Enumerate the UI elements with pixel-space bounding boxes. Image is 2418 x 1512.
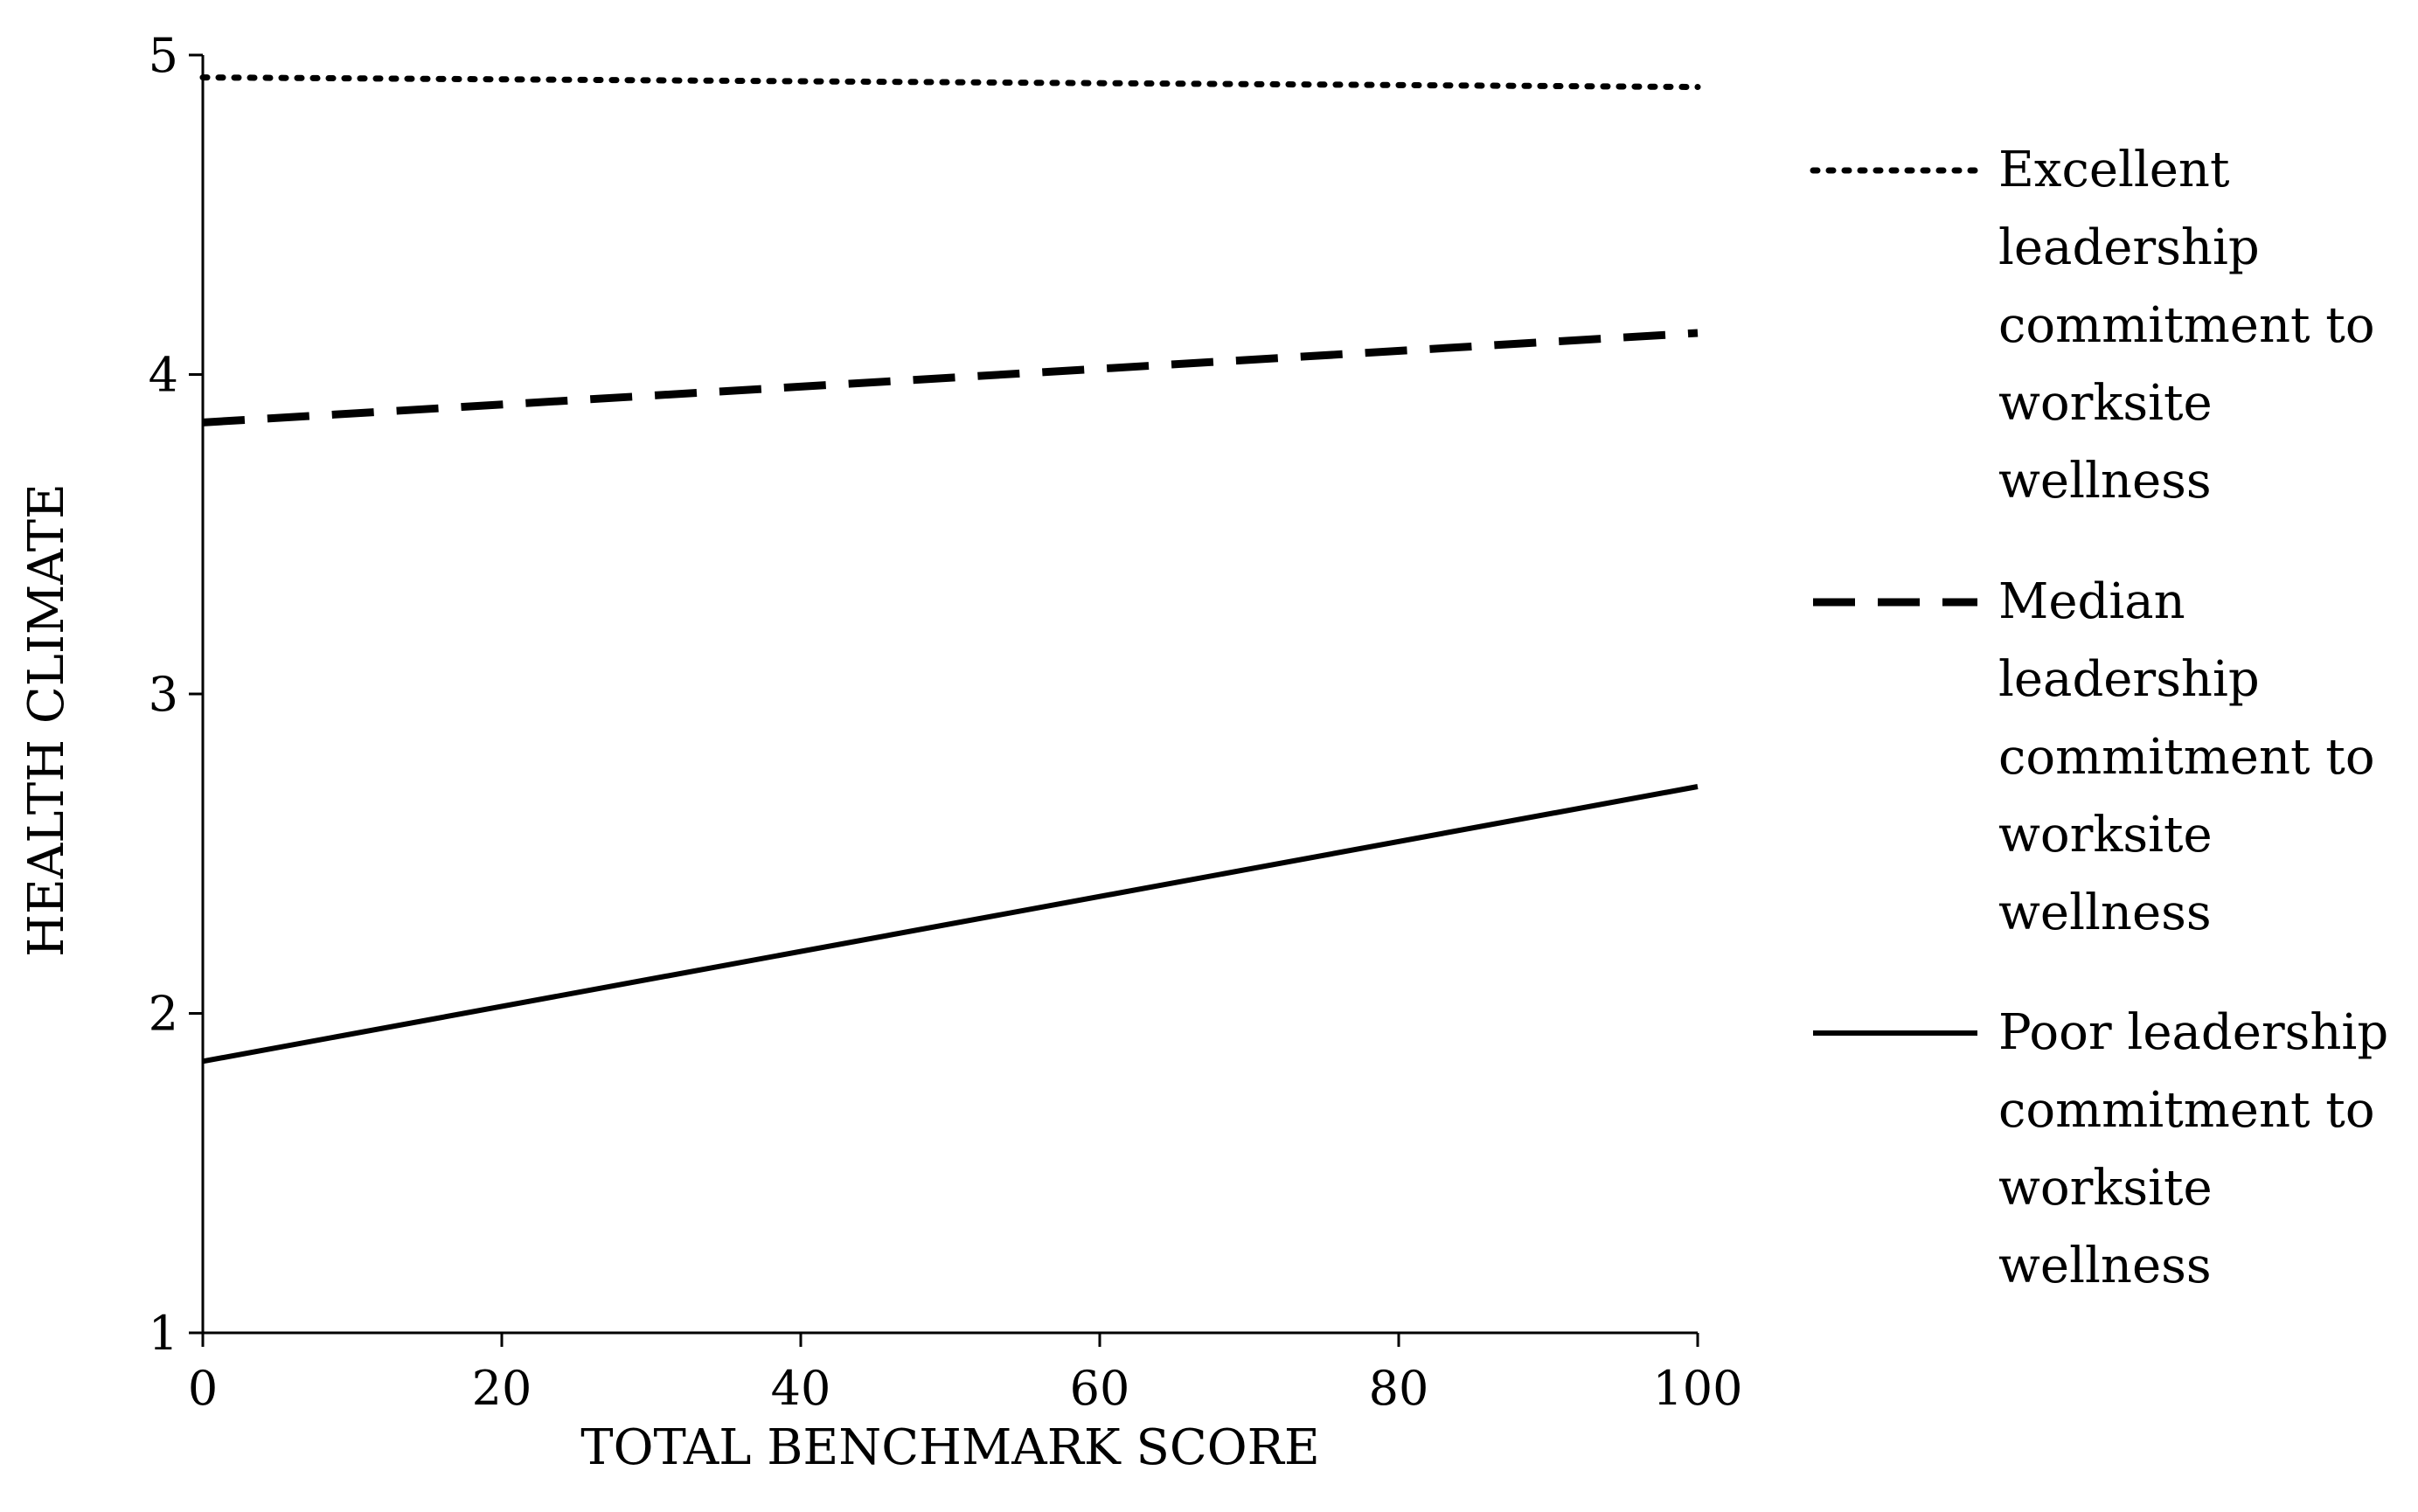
legend-item: Median leadership commitment to worksite wel…: [1813, 573, 2375, 941]
y-tick-label: 3: [149, 667, 178, 722]
legend-label-line: wellness: [1998, 453, 2212, 510]
series-lines: [199, 74, 1701, 1065]
legend-label-line: Median: [1998, 573, 2185, 630]
y-axis-ticks: 1 2 3 4 5: [149, 28, 203, 1361]
x-tick-label: 0: [188, 1361, 218, 1416]
series-line-dashed: [202, 329, 1699, 427]
series-line-solid: [202, 784, 1699, 1065]
x-tick-label: 100: [1652, 1361, 1742, 1416]
legend-label-line: Poor leadership: [1998, 1004, 2388, 1061]
y-tick-label: 5: [149, 28, 178, 83]
series-line-dotted: [199, 74, 1701, 91]
legend-label-line: wellness: [1998, 884, 2212, 941]
legend-label-line: leadership: [1998, 651, 2260, 708]
x-tick-label: 20: [472, 1361, 532, 1416]
legend-item: Excellent leadership commitment to worksite…: [1810, 142, 2375, 510]
legend-item: Poor leadership commitment to worksite well…: [1813, 1004, 2388, 1294]
axes: [201, 55, 1698, 1335]
x-axis-title: TOTAL BENCHMARK SCORE: [580, 1419, 1319, 1476]
y-axis-title: HEALTH CLIMATE: [18, 483, 75, 957]
x-tick-label: 40: [771, 1361, 831, 1416]
legend-label-line: leadership: [1998, 219, 2260, 276]
x-tick-label: 80: [1369, 1361, 1429, 1416]
legend-label-line: commitment to: [1998, 729, 2375, 786]
x-tick-label: 60: [1070, 1361, 1130, 1416]
legend-label-line: worksite: [1998, 1160, 2213, 1217]
legend-label-line: commitment to: [1998, 1082, 2375, 1139]
legend-label-line: Excellent: [1998, 142, 2230, 198]
legend-label-line: worksite: [1998, 807, 2213, 864]
y-tick-label: 4: [149, 348, 178, 403]
y-tick-label: 1: [149, 1306, 178, 1361]
x-axis-ticks: 0 20 40 60 80 100: [188, 1333, 1743, 1416]
legend-label-line: wellness: [1998, 1238, 2212, 1294]
y-tick-label: 2: [149, 987, 178, 1042]
legend-label-line: commitment to: [1998, 297, 2375, 354]
legend-label-line: worksite: [1998, 375, 2213, 432]
legend: Excellent leadership commitment to worksite…: [1810, 142, 2388, 1294]
